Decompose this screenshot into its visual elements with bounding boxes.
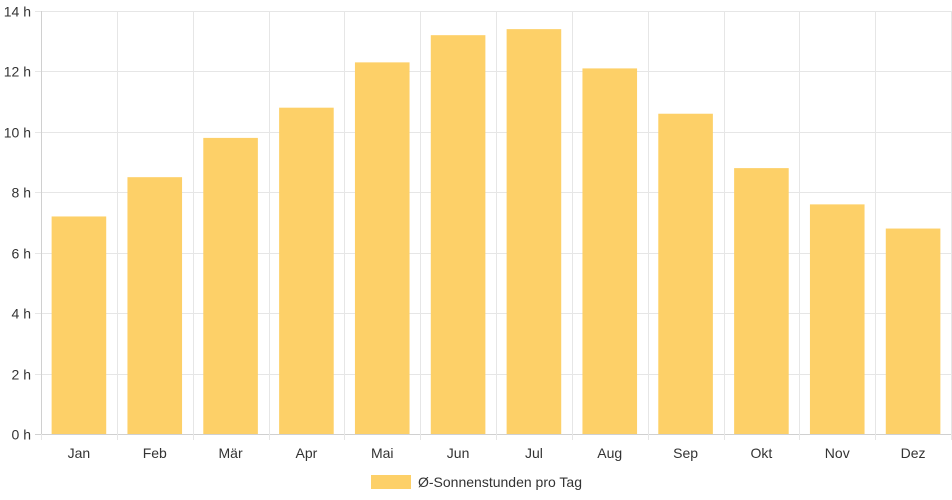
y-tick-label: 10 h (4, 125, 31, 141)
y-tick-label: 12 h (4, 64, 31, 80)
x-tick-label: Okt (751, 445, 773, 461)
x-tick-label: Nov (825, 445, 850, 461)
bars (51, 29, 941, 435)
bar-okt[interactable] (734, 168, 789, 434)
bar-nov[interactable] (809, 204, 865, 434)
legend[interactable]: Ø-Sonnenstunden pro Tag (371, 474, 582, 490)
bar-jun[interactable] (430, 35, 486, 435)
x-tick-labels: Jan Feb Mär Apr Mai Jun Jul Aug Sep Okt Nov Dez (68, 445, 926, 461)
x-tick-label: Mär (219, 445, 243, 461)
bar-feb[interactable] (127, 177, 183, 434)
bar-jan[interactable] (51, 216, 107, 434)
bar-mai[interactable] (354, 62, 410, 434)
x-tick-label: Dez (901, 445, 926, 461)
legend-swatch[interactable] (371, 475, 411, 489)
y-tick-label: 8 h (12, 185, 31, 201)
x-tick-label: Jan (68, 445, 91, 461)
y-tick-label: 2 h (12, 367, 31, 383)
y-tick-label: 14 h (4, 4, 31, 20)
legend-label[interactable]: Ø-Sonnenstunden pro Tag (418, 474, 582, 490)
bar-dez[interactable] (885, 228, 941, 434)
bar-aug[interactable] (582, 68, 638, 435)
y-tick-label: 6 h (12, 246, 31, 262)
x-tick-label: Aug (597, 445, 622, 461)
x-tick-label: Jun (447, 445, 470, 461)
bar-sep[interactable] (658, 113, 713, 434)
bar-mär[interactable] (203, 137, 258, 434)
x-tick-label: Sep (673, 445, 698, 461)
y-tick-label: 4 h (12, 306, 31, 322)
x-tick-label: Apr (296, 445, 318, 461)
x-tick-label: Feb (143, 445, 167, 461)
x-tick-label: Mai (371, 445, 394, 461)
x-tick-label: Jul (525, 445, 543, 461)
grid-lines (35, 11, 952, 440)
bar-jul[interactable] (506, 29, 562, 434)
y-tick-labels: 0 h 2 h 4 h 6 h 8 h 10 h 12 h 14 h (4, 4, 31, 443)
y-tick-label: 0 h (12, 427, 31, 443)
bar-apr[interactable] (279, 107, 334, 434)
